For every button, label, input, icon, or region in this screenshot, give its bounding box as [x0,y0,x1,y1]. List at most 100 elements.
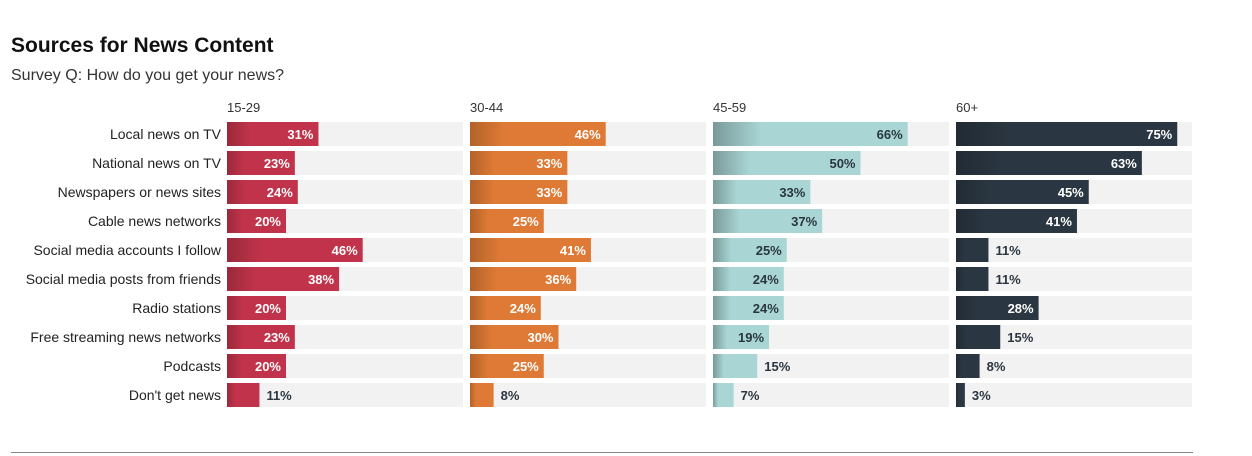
data-label: 38% [308,272,334,287]
data-label: 11% [995,272,1021,287]
data-label: 23% [264,156,290,171]
bar [227,180,298,204]
data-label: 8% [987,359,1006,374]
panel-header: 45-59 [713,100,746,115]
age-group-panels: 15-29 31% 23% 24% 20% 46% 38% 20% 23% 20% 11% 30-44… [227,100,1192,407]
bottom-divider [11,452,1193,453]
category-label: Free streaming news networks [30,329,221,345]
bar [470,296,541,320]
bar [956,383,965,407]
bar [956,238,989,262]
bar [956,267,989,291]
panel-header: 30-44 [470,100,503,115]
category-labels: Local news on TV National news on TV Newsp… [26,126,222,403]
data-label: 24% [753,301,779,316]
data-label: 25% [513,214,539,229]
bar [470,267,577,291]
data-label: 11% [995,243,1021,258]
data-label: 24% [510,301,536,316]
category-label: Podcasts [163,358,221,374]
data-label: 33% [536,185,562,200]
data-label: 41% [1046,214,1072,229]
data-label: 8% [501,388,520,403]
data-label: 25% [756,243,782,258]
data-label: 33% [779,185,805,200]
data-label: 11% [266,388,292,403]
category-label: Radio stations [132,300,221,316]
category-label: Local news on TV [110,126,222,142]
data-label: 3% [972,388,991,403]
data-label: 50% [829,156,855,171]
bar-track [470,383,706,407]
category-label: Cable news networks [88,213,221,229]
bar [956,296,1039,320]
data-label: 19% [738,330,764,345]
bar [956,209,1077,233]
data-label: 24% [753,272,779,287]
bar [470,209,544,233]
bar [956,151,1142,175]
data-label: 24% [267,185,293,200]
bar [956,354,980,378]
bar [713,180,811,204]
data-label: 15% [1007,330,1033,345]
panel-header: 60+ [956,100,978,115]
data-label: 25% [513,359,539,374]
data-label: 30% [527,330,553,345]
category-label: Newspapers or news sites [58,184,221,200]
data-label: 33% [536,156,562,171]
bar [227,209,286,233]
chart-subtitle: Survey Q: How do you get your news? [11,67,285,84]
data-label: 28% [1008,301,1034,316]
bar [470,383,494,407]
bar [713,383,734,407]
data-label: 7% [741,388,760,403]
bar [227,122,319,146]
data-label: 23% [264,330,290,345]
bar [227,267,340,291]
bar-track [956,267,1192,291]
data-label: 75% [1146,127,1172,142]
bar [227,151,295,175]
data-label: 63% [1111,156,1137,171]
bar [713,238,787,262]
bar [713,151,861,175]
panel-header: 15-29 [227,100,260,115]
bar-track [227,383,463,407]
bar [470,238,591,262]
bar [713,209,823,233]
bar [227,383,260,407]
bar-track [956,383,1192,407]
data-label: 46% [575,127,601,142]
bar [227,354,286,378]
data-label: 46% [332,243,358,258]
data-label: 15% [764,359,790,374]
data-label: 66% [877,127,903,142]
panel-2: 30-44 46% 33% 33% 25% 41% 36% 24% 30% 25% 8% [470,100,706,407]
bar-track [956,354,1192,378]
bar [470,354,544,378]
chart-title: Sources for News Content [11,34,274,57]
data-label: 41% [560,243,586,258]
bar [713,267,784,291]
panel-4: 60+ 75% 63% 45% 41% 11% 11% 28% 15%8% 3% [956,100,1192,407]
data-label: 20% [255,214,281,229]
data-label: 37% [791,214,817,229]
bar-track [956,238,1192,262]
bar-track [713,383,949,407]
data-label: 20% [255,359,281,374]
data-label: 20% [255,301,281,316]
category-label: Social media accounts I follow [33,242,221,258]
bar [713,122,908,146]
bar [713,296,784,320]
bar [956,325,1001,349]
category-label: Social media posts from friends [26,271,221,287]
bar [470,122,606,146]
panel-1: 15-29 31% 23% 24% 20% 46% 38% 20% 23% 20% 11% [227,100,463,407]
bar [956,122,1178,146]
bar [227,325,295,349]
bar [713,325,770,349]
bar [470,180,568,204]
category-label: National news on TV [92,155,222,171]
